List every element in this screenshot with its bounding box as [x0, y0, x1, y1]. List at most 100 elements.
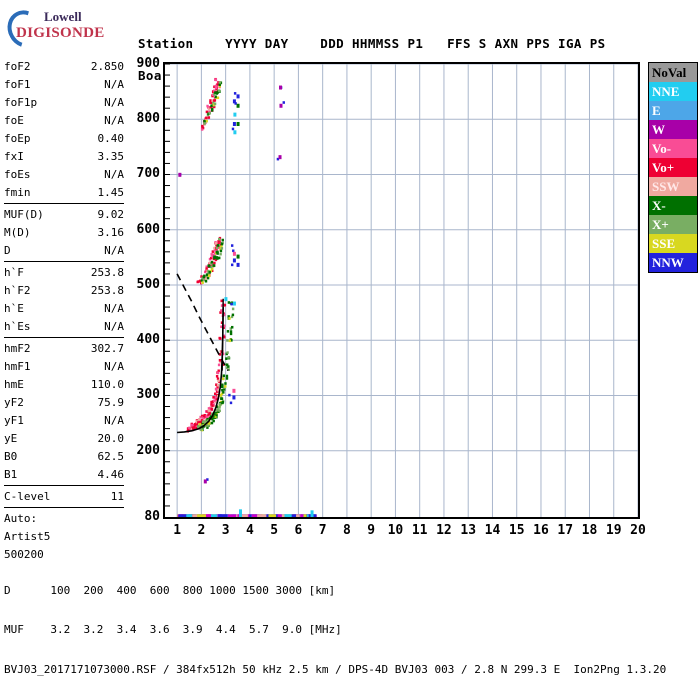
param-key: fmin	[4, 186, 31, 199]
param-value: N/A	[104, 360, 124, 373]
param-row: fmin 1.45	[4, 184, 124, 202]
ionogram-plot[interactable]	[163, 62, 640, 519]
station-header-labels: Station YYYY DAY DDD HHMMSS P1 FFS S AXN…	[138, 36, 606, 51]
x-tick-label: 18	[581, 523, 598, 538]
x-tick-label: 9	[367, 523, 376, 538]
param-key: h`F	[4, 266, 24, 279]
param-key: MUF(D)	[4, 208, 44, 221]
param-key: foF1	[4, 78, 31, 91]
param-key: M(D)	[4, 226, 31, 239]
param-value: 253.8	[90, 284, 124, 297]
y-tick-label: 500	[136, 276, 160, 292]
param-value: N/A	[104, 114, 124, 127]
sparse-echo-specks	[178, 85, 283, 484]
param-value: N/A	[104, 302, 124, 315]
x-tick-label: 19	[605, 523, 622, 538]
param-key: h`Es	[4, 320, 31, 333]
auto-label: Auto:	[4, 512, 38, 525]
x-tick-label: 7	[318, 523, 327, 538]
x-tick-label: 2	[197, 523, 206, 538]
param-row: hmF2 302.7	[4, 340, 124, 358]
logo-lowell-text: Lowell	[44, 9, 82, 24]
param-key: foF1p	[4, 96, 38, 109]
param-value: N/A	[104, 168, 124, 181]
x-tick-label: 11	[411, 523, 428, 538]
legend-item-noval[interactable]: NoVal	[649, 63, 697, 82]
x-tick-label: 3	[221, 523, 230, 538]
param-value: N/A	[104, 96, 124, 109]
param-row: foEp 0.40	[4, 130, 124, 148]
series-x-trace-3rd-hop	[203, 81, 223, 125]
legend-item-vo-[interactable]: Vo-	[649, 139, 697, 158]
y-tick-label: 900	[136, 56, 160, 71]
param-row: foF1 N/A	[4, 76, 124, 94]
param-key: B0	[4, 450, 18, 463]
param-value: 4.46	[97, 468, 125, 481]
param-row-clevel: C-level 11	[4, 488, 124, 506]
legend-item-x-[interactable]: X-	[649, 196, 697, 215]
fof2-asymptote	[221, 298, 224, 371]
legend-item-w[interactable]: W	[649, 120, 697, 139]
param-key: yF1	[4, 414, 24, 427]
param-row: h`Es N/A	[4, 318, 124, 336]
legend-item-vo-[interactable]: Vo+	[649, 158, 697, 177]
legend-item-nnw[interactable]: NNW	[649, 253, 697, 272]
legend-item-sse[interactable]: SSE	[649, 234, 697, 253]
ionogram-parameters-panel: foF2 2.850 foF1 N/A foF1p N/A foE N/A foEp 0.…	[4, 58, 124, 564]
y-minor-ticks	[165, 64, 170, 507]
param-row: yE 20.0	[4, 430, 124, 448]
footer-source-row: BVJ03_2017171073000.RSF / 384fx512h 50 k…	[4, 663, 667, 676]
param-key: hmF2	[4, 342, 31, 355]
param-key: foEs	[4, 168, 31, 181]
param-value: 11	[110, 490, 124, 503]
param-row: yF1 N/A	[4, 412, 124, 430]
x-tick-label: 6	[294, 523, 303, 538]
param-divider	[4, 507, 124, 508]
series-x-trace-2nd-hop	[200, 237, 224, 284]
lowell-digisonde-logo: Lowell DIGISONDE	[1, 4, 126, 54]
muf-dashed-curve	[176, 273, 229, 371]
param-row: h`F 253.8	[4, 264, 124, 282]
param-value: 62.5	[97, 450, 125, 463]
auto-scaler-code: 500200	[4, 548, 44, 561]
param-key: yE	[4, 432, 18, 445]
param-key: yF2	[4, 396, 24, 409]
param-row: B0 62.5	[4, 448, 124, 466]
legend-item-ssw[interactable]: SSW	[649, 177, 697, 196]
y-axis: 80 200 300 400 500 600 700 800 900	[116, 56, 160, 524]
param-row: foEs N/A	[4, 166, 124, 184]
param-value: 1.45	[97, 186, 125, 199]
legend-item-e[interactable]: E	[649, 101, 697, 120]
param-row: foE N/A	[4, 112, 124, 130]
param-row: foF2 2.850	[4, 58, 124, 76]
x-tick-label: 15	[508, 523, 525, 538]
param-key: B1	[4, 468, 18, 481]
auto-scaler-name: Artist5	[4, 530, 51, 543]
param-divider	[4, 337, 124, 338]
param-key: foE	[4, 114, 24, 127]
param-value: 253.8	[90, 266, 124, 279]
param-row: B1 4.46	[4, 466, 124, 484]
param-value: 2.850	[90, 60, 124, 73]
param-key: hmF1	[4, 360, 31, 373]
param-row: M(D) 3.16	[4, 224, 124, 242]
y-tick-label: 80	[144, 509, 160, 524]
param-value: N/A	[104, 414, 124, 427]
param-divider	[4, 485, 124, 486]
param-value: 20.0	[97, 432, 125, 445]
legend-item-x-[interactable]: X+	[649, 215, 697, 234]
echo-direction-legend[interactable]: NoVal NNE E W Vo- Vo+ SSW X- X+ SSE NNW	[648, 62, 698, 273]
param-row: yF2 75.9	[4, 394, 124, 412]
param-row: fxI 3.35	[4, 148, 124, 166]
legend-item-nne[interactable]: NNE	[649, 82, 697, 101]
y-tick-label: 200	[136, 442, 160, 458]
noise-band	[177, 509, 317, 517]
param-key: hmE	[4, 378, 24, 391]
y-tick-label: 600	[136, 221, 160, 237]
param-value: 75.9	[97, 396, 125, 409]
param-row: hmF1 N/A	[4, 358, 124, 376]
param-row: h`F2 253.8	[4, 282, 124, 300]
param-value: N/A	[104, 244, 124, 257]
y-tick-label: 400	[136, 332, 160, 348]
x-tick-label: 4	[245, 523, 254, 538]
